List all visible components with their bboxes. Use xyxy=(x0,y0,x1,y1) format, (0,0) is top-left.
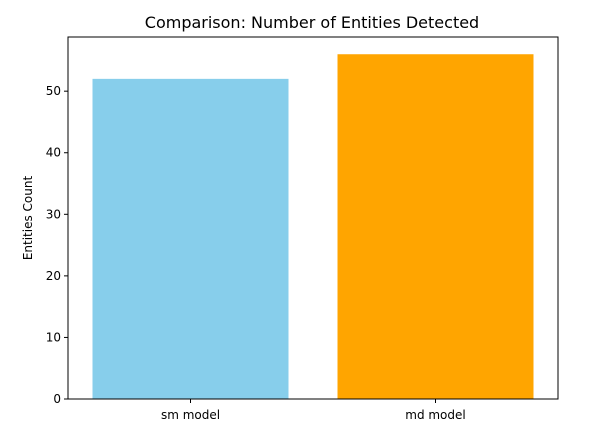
axes-frame xyxy=(67,36,559,400)
bar-sm-model xyxy=(92,78,289,400)
plot-area: sm model md model 0 10 20 30 40 50 xyxy=(46,36,559,422)
y-tick-label: 50 xyxy=(46,84,61,98)
y-tick-label: 40 xyxy=(46,146,61,160)
y-tick-label: 30 xyxy=(46,207,61,221)
x-tick-label: md model xyxy=(405,408,466,422)
y-axis-label: Entities Count xyxy=(21,176,35,261)
y-tick-label: 10 xyxy=(46,330,61,344)
y-tick-label: 0 xyxy=(53,392,61,406)
bar-md-model xyxy=(337,54,534,400)
y-tick-label: 20 xyxy=(46,269,61,283)
x-tick-label: sm model xyxy=(161,408,220,422)
chart-title: Comparison: Number of Entities Detected xyxy=(145,13,479,32)
